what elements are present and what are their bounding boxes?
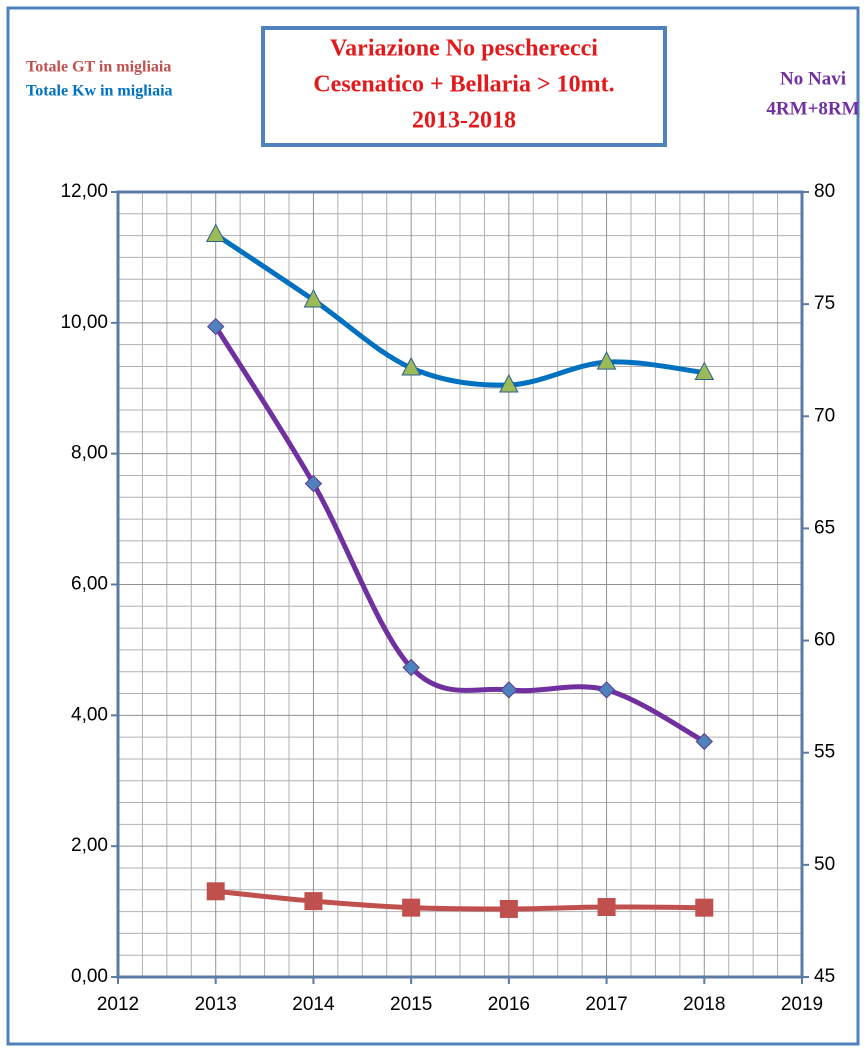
marker [303,288,324,308]
y2-tick-label: 75 [814,293,835,314]
y2-tick-label: 65 [814,517,835,538]
chart-title: Variazione No pescherecci [330,36,598,62]
x-tick-label: 2014 [292,994,335,1015]
legend-label: Totale GT in migliaia [26,59,171,76]
marker [206,882,225,901]
marker [402,658,420,677]
y2-tick-label: 55 [814,742,835,763]
marker [596,351,617,370]
marker [597,898,616,917]
y-tick-label: 6,00 [71,574,108,595]
y-tick-label: 12,00 [60,181,108,202]
marker [695,732,713,751]
y-tick-label: 2,00 [71,835,108,856]
frame [6,6,860,1046]
marker [499,373,519,393]
y-tick-label: 8,00 [71,443,108,464]
marker [500,681,518,699]
marker [207,317,225,336]
legend-label: Totale Kw in migliaia [26,83,173,100]
series-line [215,888,705,912]
x-tick-label: 2018 [683,994,725,1015]
marker [694,361,715,381]
y-tick-label: 0,00 [71,966,108,987]
chart-title: 2013-2018 [412,108,516,134]
x-tick-label: 2012 [97,994,139,1015]
y2-tick-label: 70 [814,405,835,426]
marker [304,474,323,493]
x-tick-label: 2013 [195,994,237,1015]
y2-tick-label: 60 [814,630,835,651]
legend-label: 4RM+8RM [766,98,859,119]
title-box [261,26,667,147]
marker [695,898,714,917]
marker [597,681,616,699]
x-tick-label: 2015 [390,994,432,1015]
chart-title: Cesenatico + Bellaria > 10mt. [313,72,614,98]
y-tick-label: 4,00 [71,704,108,725]
y-tick-label: 10,00 [60,312,108,333]
x-tick-label: 2019 [781,994,823,1015]
marker [401,356,421,376]
marker [205,223,226,243]
marker [402,898,421,917]
y2-tick-label: 80 [814,181,835,202]
x-tick-label: 2017 [585,994,627,1015]
y2-tick-label: 50 [814,854,835,875]
marker [304,892,323,911]
marker [499,899,518,918]
y2-tick-label: 45 [814,966,835,987]
x-tick-label: 2016 [488,994,530,1015]
legend-label: No Navi [780,68,846,89]
